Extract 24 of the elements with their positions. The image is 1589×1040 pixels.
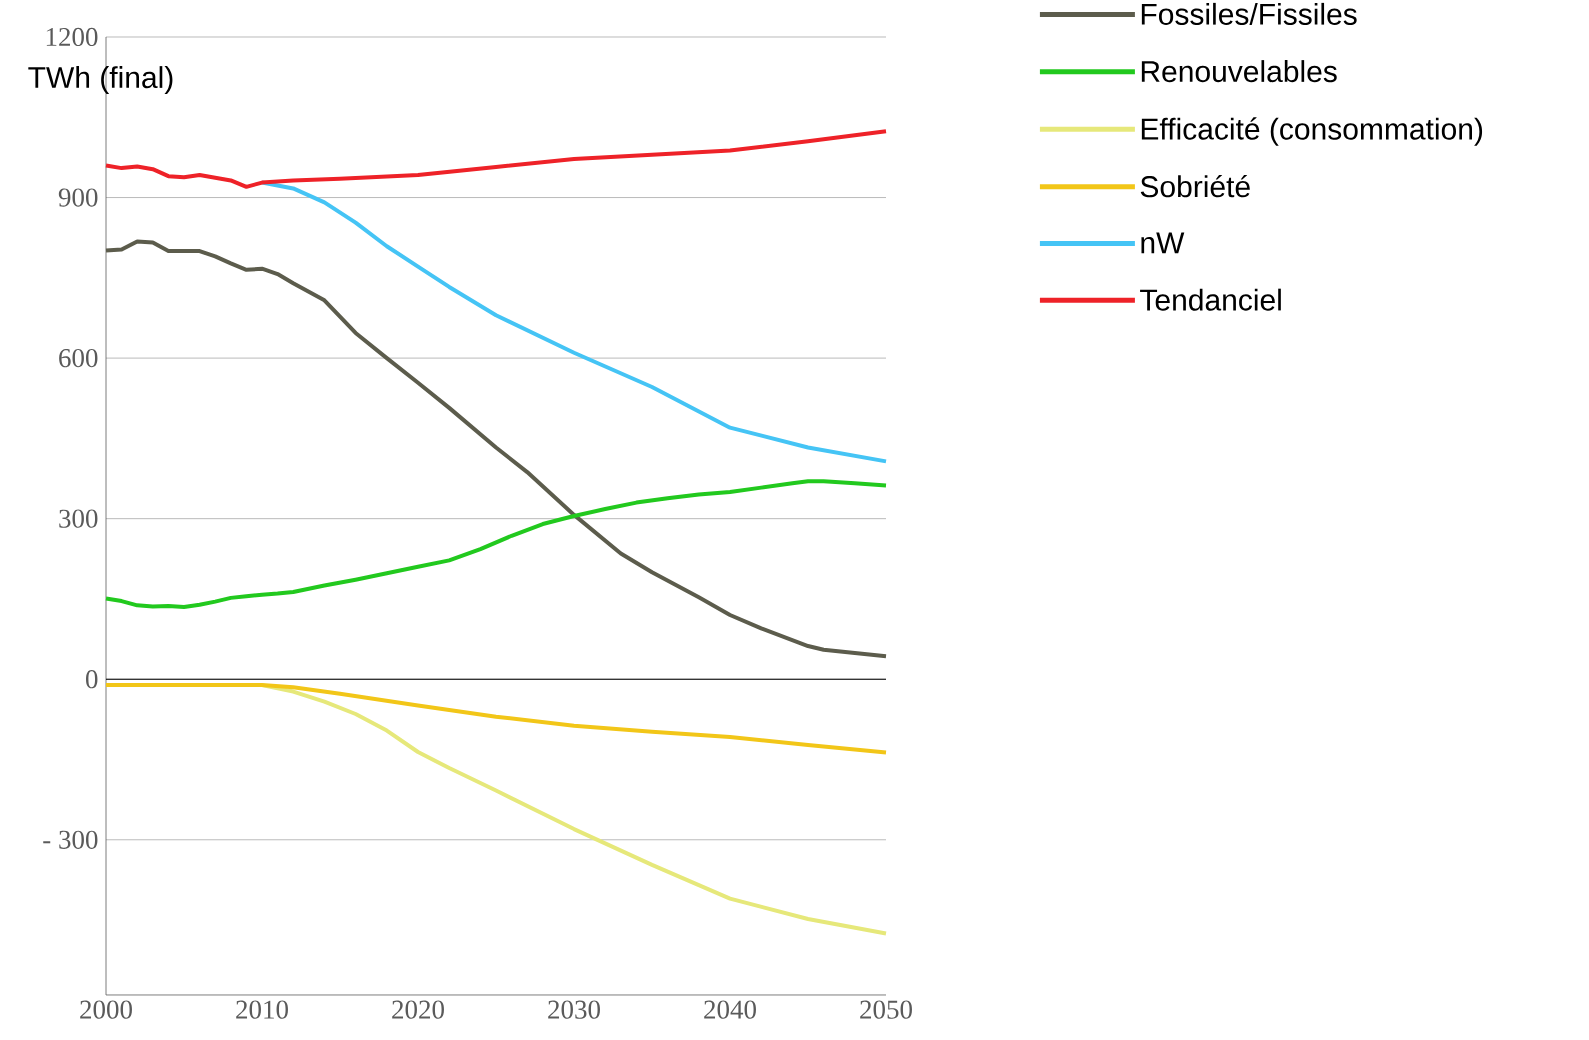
legend-label: Tendanciel [1140,288,1281,311]
x-tick-label: 2040 [704,1000,756,1019]
x-tick-label: 2050 [860,1000,912,1019]
legend-label: Efficacité (consommation) [1141,117,1483,146]
line-series [104,683,889,755]
y-tick-label: 300 [59,509,98,528]
legend-label: Fossiles/Fissiles [1141,2,1357,25]
line-series [104,479,889,609]
y-tick-label: 600 [59,348,98,368]
legend-label: Renouvelables [1141,60,1337,83]
x-tick-label: 2000 [80,1000,132,1019]
y-tick-label: - 300 [43,830,98,849]
y-tick-label: 0 [86,670,98,689]
legend-label: Sobriété [1140,174,1250,198]
y-axis-title: TWh (final) [28,66,173,95]
legend-label: nW [1141,232,1185,254]
y-tick-label: 900 [58,188,98,207]
x-tick-label: 2010 [236,1000,288,1019]
line-series [104,129,889,189]
line-series [104,239,889,659]
line-series [260,180,889,464]
x-tick-label: 2030 [548,1000,600,1019]
y-tick-label: 1200 [46,27,98,47]
x-tick-label: 2020 [392,1000,444,1019]
